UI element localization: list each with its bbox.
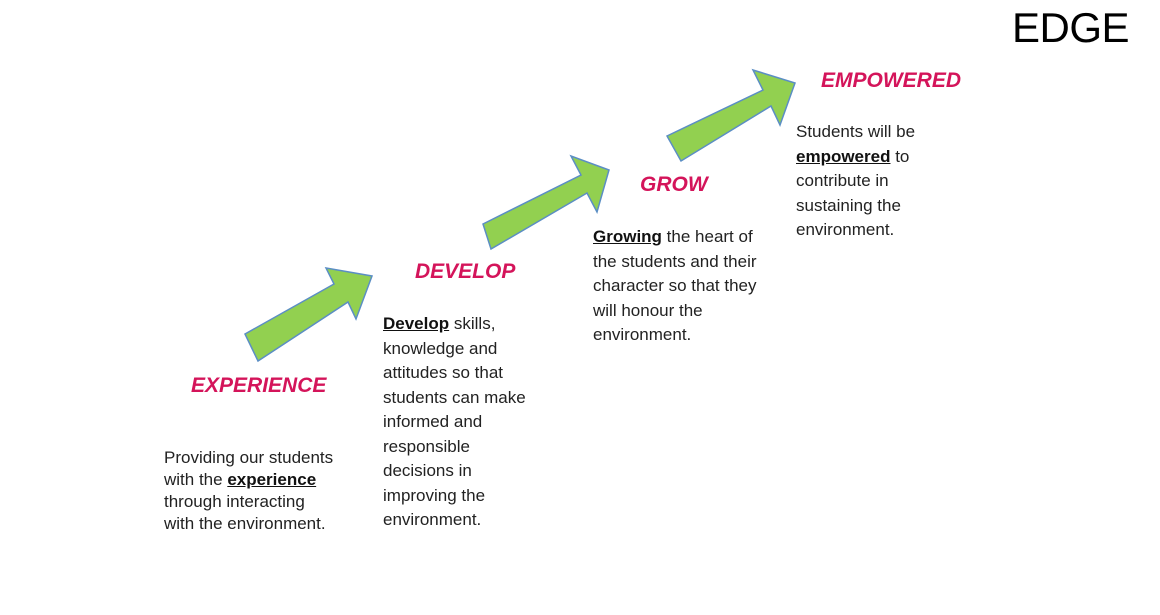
- desc-text: to contribute in sustaining the environm…: [796, 146, 910, 240]
- desc-keyword: experience: [227, 470, 317, 489]
- stage-desc-empowered: Students will be empowered to contribute…: [796, 120, 936, 243]
- desc-text: skills, knowledge and attitudes so that …: [383, 314, 526, 529]
- desc-text: Providing our students with the: [164, 448, 334, 489]
- arrow-start: [244, 267, 374, 363]
- desc-text: through interacting with the environment…: [164, 492, 326, 533]
- stage-heading-develop: DEVELOP: [415, 260, 516, 283]
- arrow-grow-to-empowered: [665, 68, 796, 163]
- desc-text: the heart of the students and their char…: [593, 227, 757, 344]
- desc-keyword: Growing: [593, 227, 662, 246]
- stage-heading-grow: GROW: [640, 173, 708, 196]
- stage-heading-empowered: EMPOWERED: [821, 69, 962, 92]
- desc-keyword: Develop: [383, 314, 450, 333]
- arrow-develop-to-grow: [482, 154, 610, 251]
- edge-title: EDGE: [1012, 4, 1130, 51]
- stage-desc-grow: Growing the heart of the students and th…: [593, 225, 758, 348]
- stage-desc-experience: Providing our students with the experien…: [164, 447, 334, 535]
- desc-keyword: empowered: [796, 146, 891, 166]
- stage-heading-experience: EXPERIENCE: [191, 374, 327, 397]
- desc-text: Students will be: [796, 122, 916, 141]
- stage-desc-develop: Develop skills, knowledge and attitudes …: [383, 312, 528, 533]
